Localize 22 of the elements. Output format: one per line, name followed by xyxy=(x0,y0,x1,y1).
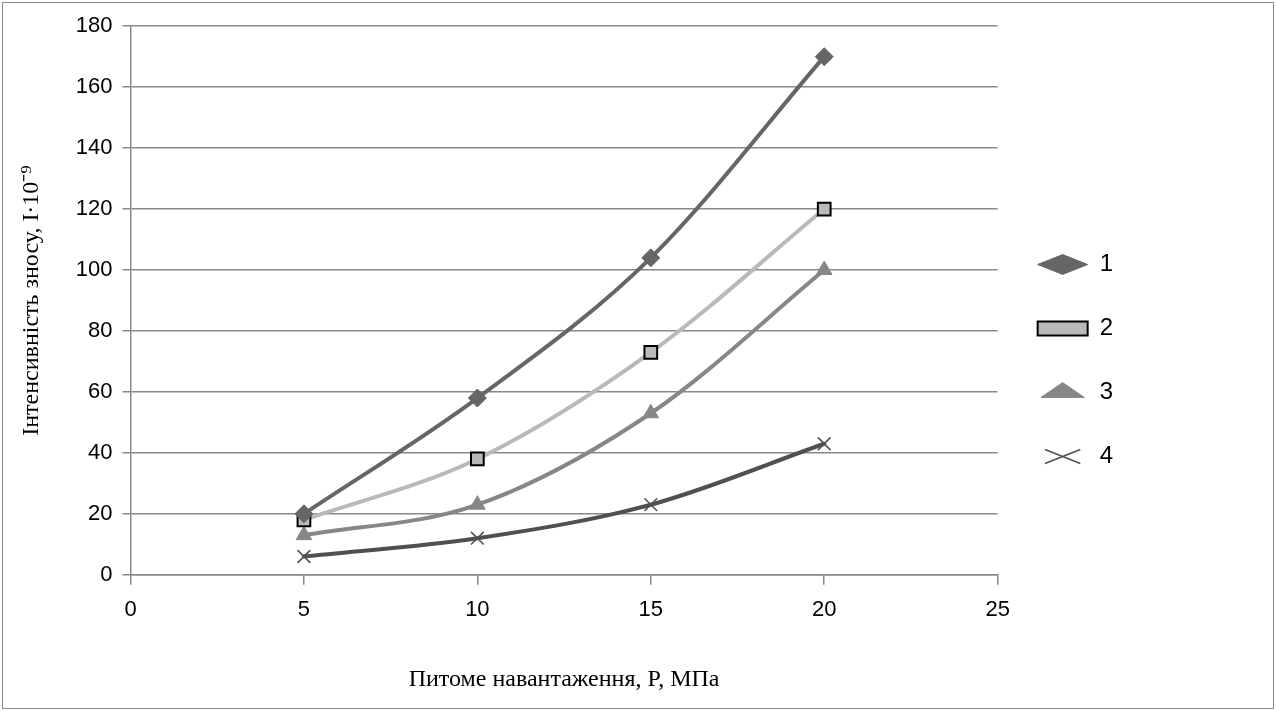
y-tick-label: 140 xyxy=(75,134,113,160)
x-tick-label: 25 xyxy=(985,596,1010,622)
y-tick-label: 60 xyxy=(88,378,113,403)
legend-label: 2 xyxy=(1099,313,1114,341)
y-tick-label: 160 xyxy=(75,73,113,99)
legend-label: 3 xyxy=(1099,377,1114,405)
x-tick-label: 10 xyxy=(465,596,490,622)
x-axis-title: Питоме навантаження, P, МПа xyxy=(408,664,720,691)
y-tick-label: 20 xyxy=(88,499,113,525)
y-tick-label: 40 xyxy=(88,438,113,464)
legend-label: 1 xyxy=(1099,249,1114,277)
x-tick-label: 5 xyxy=(297,596,311,622)
y-tick-label: 80 xyxy=(88,317,113,343)
legend-label: 4 xyxy=(1099,441,1114,469)
y-tick-label: 100 xyxy=(75,256,113,282)
x-tick-label: 15 xyxy=(638,596,664,622)
x-tick-label: 20 xyxy=(811,596,837,622)
y-tick-label: 120 xyxy=(75,195,113,221)
y-axis-title: Інтенсивність зносу, І·10⁻⁹ xyxy=(16,165,43,436)
y-tick-label: 0 xyxy=(100,560,113,586)
y-tick-label: 180 xyxy=(75,12,113,38)
x-tick-label: 0 xyxy=(124,596,137,622)
